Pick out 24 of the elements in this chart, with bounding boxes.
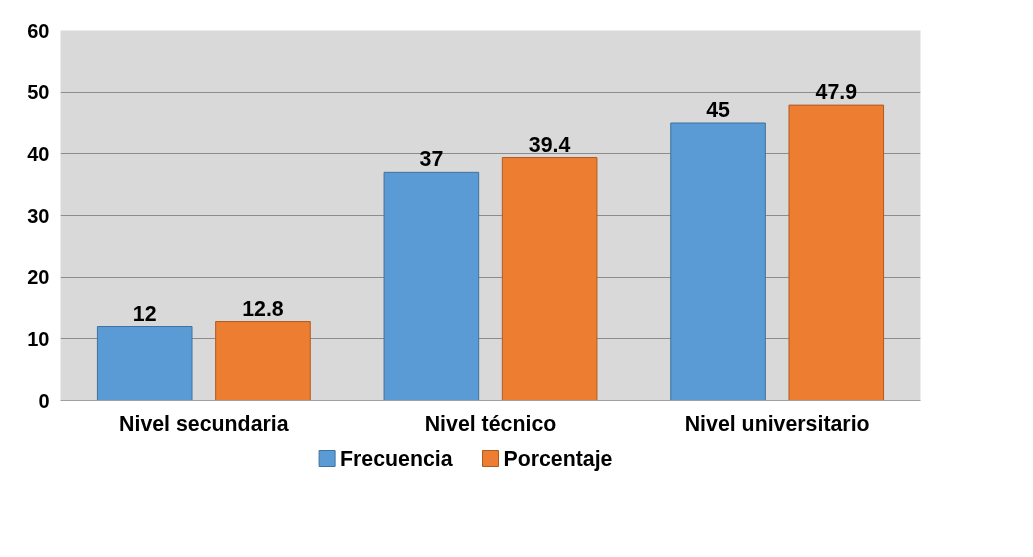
data-label: 39.4 xyxy=(528,132,571,157)
y-tick-label: 20 xyxy=(27,266,50,289)
bar xyxy=(96,326,193,401)
y-tick-label: 10 xyxy=(27,327,50,350)
data-label: 12 xyxy=(132,301,157,326)
bar xyxy=(383,171,480,401)
y-tick-label: 40 xyxy=(27,142,50,165)
bar xyxy=(670,122,766,401)
x-tick-label: Nivel técnico xyxy=(424,411,557,436)
data-label: 12.8 xyxy=(242,296,284,321)
y-tick-label: 0 xyxy=(38,389,50,412)
y-tick-label: 60 xyxy=(27,19,50,42)
bar xyxy=(501,157,598,401)
data-label: 45 xyxy=(706,98,731,122)
bar xyxy=(788,104,885,401)
y-tick-label: 50 xyxy=(27,81,50,104)
x-tick-label: Nivel secundaria xyxy=(119,411,289,436)
bar xyxy=(215,321,311,401)
legend-label: Porcentaje xyxy=(503,446,613,471)
y-tick-label: 30 xyxy=(27,204,50,227)
data-label: 37 xyxy=(419,147,444,172)
data-label: 47.9 xyxy=(815,80,858,105)
x-tick-label: Nivel universitario xyxy=(684,411,870,436)
legend-label: Frecuencia xyxy=(340,446,453,471)
